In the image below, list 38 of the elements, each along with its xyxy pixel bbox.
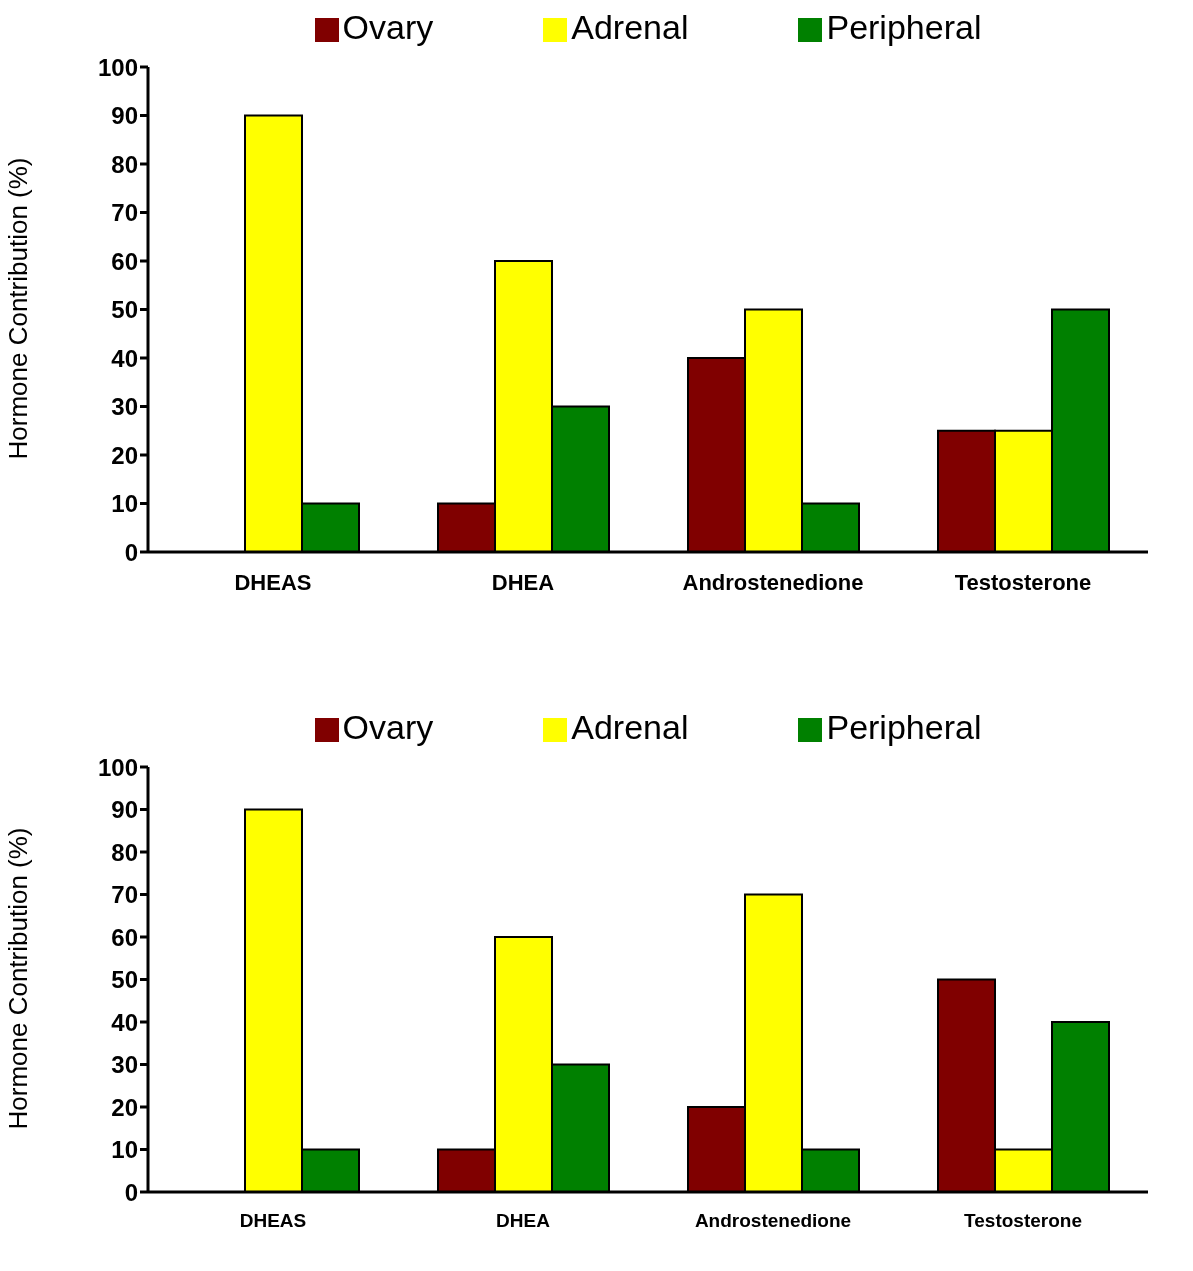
y-tick-label: 100 (97, 53, 138, 81)
x-tick-label: DHEAS (239, 1210, 307, 1232)
x-tick-label: DHEA (496, 1210, 551, 1232)
legend-label: Peripheral (826, 708, 982, 746)
y-tick-label: 10 (111, 1136, 138, 1164)
y-tick-label: 20 (111, 441, 138, 469)
y-tick-label: 40 (111, 1008, 138, 1036)
y-axis-title: Hormone Contribution (%) (3, 157, 34, 460)
y-axis-title: Hormone Contribution (%) (3, 827, 34, 1130)
y-tick-label: 70 (111, 881, 138, 909)
legend-label: Ovary (342, 708, 434, 746)
x-tick-label: Androstenedione (694, 1210, 852, 1232)
y-tick-label: 30 (111, 393, 138, 421)
y-tick-label: 80 (111, 838, 138, 866)
y-tick-label: 30 (111, 1051, 138, 1079)
y-tick-label: 60 (111, 247, 138, 275)
legend-label: Adrenal (571, 8, 689, 46)
y-tick-label: 100 (97, 753, 138, 781)
x-tick-label: Androstenedione (682, 569, 864, 595)
y-tick-label: 40 (111, 344, 138, 372)
y-tick-label: 70 (111, 199, 138, 227)
y-tick-label: 90 (111, 796, 138, 824)
x-tick-label: Testosterone (964, 1210, 1082, 1232)
legend-label: Ovary (342, 8, 434, 46)
y-tick-label: 0 (124, 538, 138, 566)
y-tick-label: 80 (111, 150, 138, 178)
x-tick-label: Testosterone (954, 569, 1092, 595)
y-tick-label: 50 (111, 966, 138, 994)
legend-label: Peripheral (826, 8, 982, 46)
y-tick-label: 20 (111, 1093, 138, 1121)
x-tick-label: DHEAS (234, 569, 312, 595)
legend-label: Adrenal (571, 708, 689, 746)
x-tick-label: DHEA (491, 569, 555, 595)
y-tick-label: 90 (111, 102, 138, 130)
y-tick-label: 0 (124, 1178, 138, 1206)
y-tick-label: 50 (111, 296, 138, 324)
y-tick-label: 60 (111, 923, 138, 951)
y-tick-label: 10 (111, 490, 138, 518)
